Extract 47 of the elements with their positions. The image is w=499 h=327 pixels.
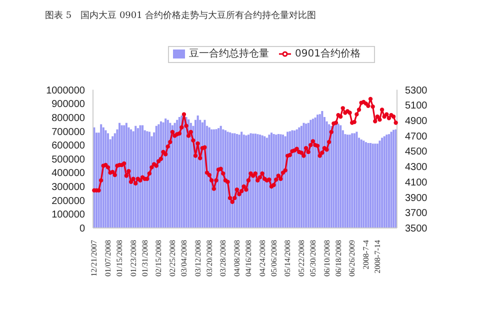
y2-tick-label: 4100 bbox=[405, 177, 428, 188]
x-tick-label: 06/10/2008 bbox=[322, 240, 332, 276]
x-tick-label: 02/15/2008 bbox=[154, 240, 164, 276]
x-tick-label: 03/20/2008 bbox=[204, 240, 214, 276]
y2-tick-label: 3700 bbox=[405, 208, 428, 220]
x-tick-label: 12/21/2007 bbox=[90, 240, 99, 276]
x-tick-label: 03/12/2008 bbox=[193, 240, 202, 276]
legend-label: 豆一合约总持仓量 bbox=[189, 48, 269, 60]
x-tick-label: 01/31/2008 bbox=[140, 240, 150, 276]
x-tick-label: 05/06/2008 bbox=[269, 240, 278, 276]
x-tick-label: 03/28/2008 bbox=[218, 240, 228, 276]
x-tick-label: 01/23/2008 bbox=[128, 240, 138, 276]
x-tick-label: 2008-7-14 bbox=[372, 240, 382, 274]
x-tick-label: 04/24/2008 bbox=[258, 240, 267, 276]
y2-tick-label: 4900 bbox=[405, 116, 428, 128]
x-tick-label: 05/22/2008 bbox=[296, 240, 306, 276]
legend-label: 0901合约价格 bbox=[295, 48, 360, 60]
x-tick-label: 02/25/2008 bbox=[168, 240, 177, 276]
y-tick-label: 400000 bbox=[52, 168, 86, 180]
y-tick-label: 500000 bbox=[52, 154, 86, 166]
chart-title: 图表 5 国内大豆 0901 合约价格走势与大豆所有合约持仓量对比图 bbox=[45, 10, 316, 22]
y-tick-label: 700000 bbox=[52, 126, 86, 138]
x-tick-label: 04/16/2008 bbox=[244, 240, 253, 276]
y2-tick-label: 5300 bbox=[405, 85, 428, 96]
y2-tick-label: 4700 bbox=[405, 131, 428, 142]
y-tick-label: 300000 bbox=[52, 182, 86, 194]
x-tick-label: 04/08/2008 bbox=[232, 240, 242, 276]
x-tick-label: 06/18/2008 bbox=[334, 240, 343, 276]
y-tick-label: 100000 bbox=[52, 210, 86, 221]
y2-tick-label: 3500 bbox=[405, 224, 428, 235]
y-tick-label: 800000 bbox=[52, 112, 86, 124]
y-tick-label: 1000000 bbox=[46, 85, 86, 96]
y2-tick-label: 4300 bbox=[405, 162, 428, 174]
y2-tick-label: 3900 bbox=[405, 192, 428, 204]
x-tick-label: 05/14/2008 bbox=[283, 240, 292, 276]
x-tick-label: 05/30/2008 bbox=[308, 240, 318, 276]
y-tick-label: 900000 bbox=[52, 99, 86, 110]
y-tick-label: 0 bbox=[79, 224, 86, 235]
x-tick-label: 06/26/2009 bbox=[348, 240, 357, 276]
x-tick-label: 01/15/2008 bbox=[114, 240, 124, 276]
x-tick-label: 03/04/2008 bbox=[179, 240, 188, 276]
y-tick-label: 200000 bbox=[52, 196, 86, 207]
y2-tick-label: 4500 bbox=[405, 146, 428, 158]
y-tick-label: 600000 bbox=[52, 140, 86, 152]
x-tick-label: 2008-7-4 bbox=[361, 240, 370, 270]
y2-tick-label: 5100 bbox=[405, 100, 428, 112]
x-tick-label: 01/07/2008 bbox=[103, 240, 112, 276]
